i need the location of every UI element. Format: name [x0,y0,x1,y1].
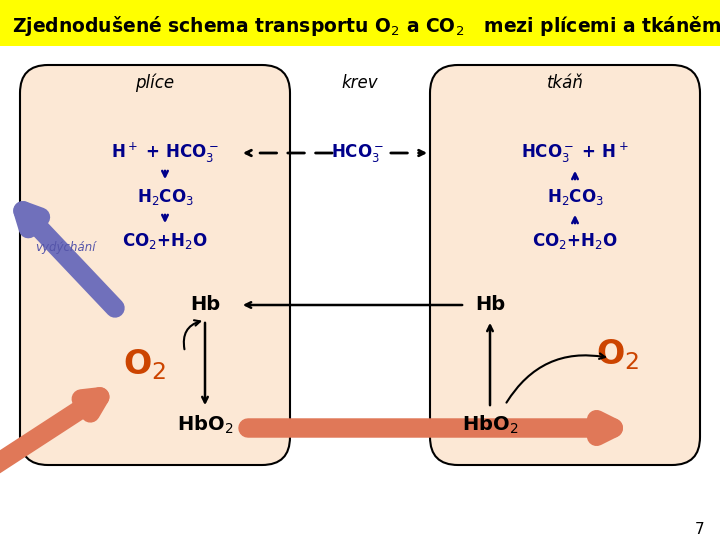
Text: O$_2$: O$_2$ [596,338,639,373]
FancyBboxPatch shape [430,65,700,465]
Text: krev: krev [342,74,378,92]
Text: H$^+$ + HCO$_3^-$: H$^+$ + HCO$_3^-$ [111,141,219,165]
Text: Zjednodušené schema transportu O$_2$ a CO$_2$   mezi plícemi a tkáněmi: Zjednodušené schema transportu O$_2$ a C… [12,14,720,38]
Text: plíce: plíce [135,74,174,92]
FancyBboxPatch shape [0,0,720,46]
Text: CO$_2$+H$_2$O: CO$_2$+H$_2$O [122,231,208,251]
Text: HbO$_2$: HbO$_2$ [462,414,518,436]
Text: vydýchání: vydýchání [35,241,95,254]
Text: H$_2$CO$_3$: H$_2$CO$_3$ [546,187,603,207]
Text: tkáň: tkáň [546,74,583,92]
Text: HCO$_3^-$: HCO$_3^-$ [331,142,384,164]
Text: H$_2$CO$_3$: H$_2$CO$_3$ [137,187,194,207]
FancyBboxPatch shape [20,65,290,465]
Text: CO$_2$+H$_2$O: CO$_2$+H$_2$O [532,231,618,251]
Text: HCO$_3^-$ + H$^+$: HCO$_3^-$ + H$^+$ [521,141,629,165]
Text: Hb: Hb [475,295,505,314]
Text: O$_2$: O$_2$ [123,348,166,382]
Text: Hb: Hb [190,295,220,314]
Text: HbO$_2$: HbO$_2$ [177,414,233,436]
Text: 7: 7 [696,523,705,537]
